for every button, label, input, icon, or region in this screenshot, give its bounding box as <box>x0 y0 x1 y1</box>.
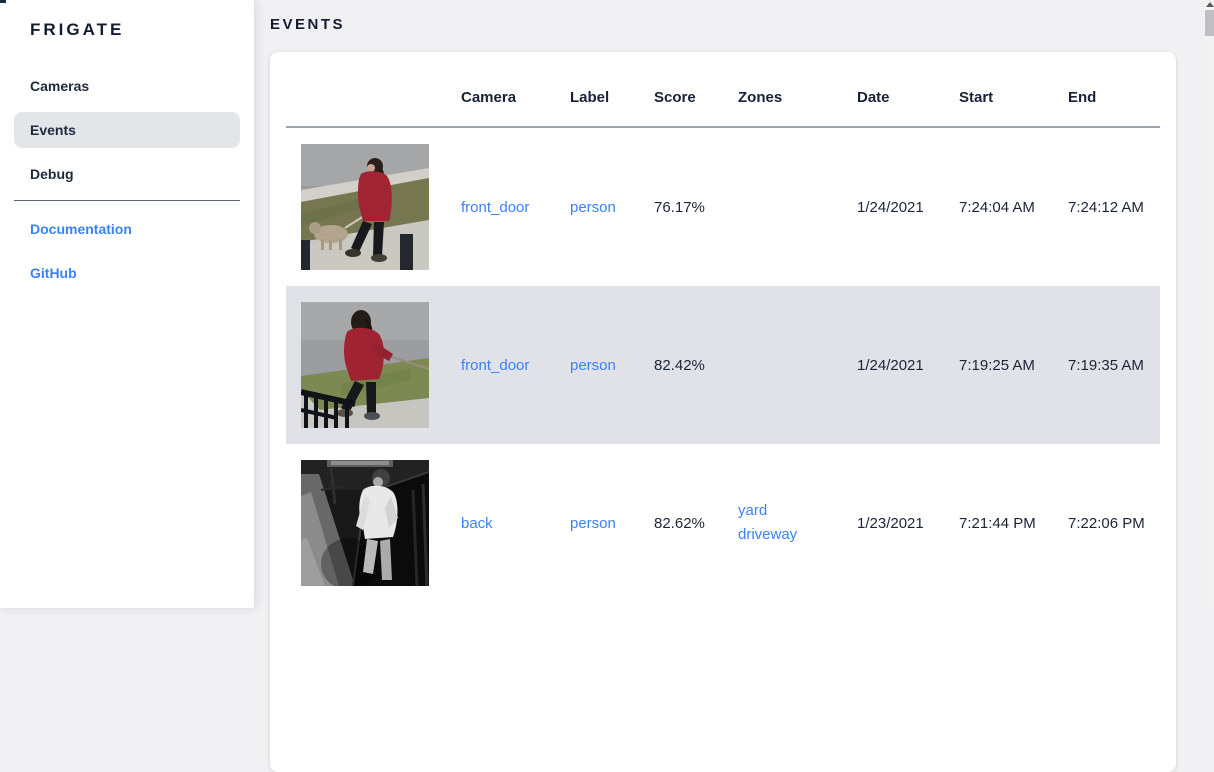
table-row[interactable]: back person 82.62% yard driveway 1/23/20… <box>286 444 1160 602</box>
column-header-thumbnail <box>286 52 461 127</box>
scrollbar-thumb[interactable] <box>1205 10 1214 36</box>
column-header-score: Score <box>654 89 696 106</box>
end-value: 7:22:06 PM <box>1068 514 1145 532</box>
sidebar: FRIGATE Cameras Events Debug Documentati… <box>0 0 254 608</box>
column-header-start: Start <box>959 89 994 106</box>
event-thumbnail-night-person[interactable] <box>301 460 429 586</box>
score-value: 76.17% <box>654 198 705 216</box>
sidebar-item-debug[interactable]: Debug <box>30 166 74 182</box>
table-header-row: Camera Label Score Zones Date Start End <box>286 52 1160 127</box>
label-link[interactable]: person <box>570 514 616 532</box>
zones-cell <box>738 286 857 444</box>
start-value: 7:24:04 AM <box>959 198 1035 216</box>
thumbnail-cell <box>286 127 461 286</box>
sidebar-divider <box>14 200 240 201</box>
page-title: EVENTS <box>270 16 346 33</box>
column-header-zones: Zones <box>738 89 783 106</box>
label-link[interactable]: person <box>570 198 616 216</box>
end-value: 7:19:35 AM <box>1068 356 1144 374</box>
score-value: 82.62% <box>654 514 705 532</box>
main-content: EVENTS Camera Label Score Zones Date Sta… <box>254 0 1214 772</box>
start-value: 7:21:44 PM <box>959 514 1036 532</box>
sidebar-nav: Cameras Events Debug <box>14 68 240 192</box>
thumbnail-cell <box>286 444 461 602</box>
sidebar-link-github[interactable]: GitHub <box>30 265 77 281</box>
sidebar-link-documentation[interactable]: Documentation <box>30 221 132 237</box>
zone-link-driveway[interactable]: driveway <box>738 526 798 543</box>
label-link[interactable]: person <box>570 356 616 374</box>
camera-link[interactable]: back <box>461 514 493 532</box>
app-title: FRIGATE <box>30 20 125 39</box>
date-value: 1/24/2021 <box>857 356 924 374</box>
start-value: 7:19:25 AM <box>959 356 1035 374</box>
camera-link[interactable]: front_door <box>461 198 530 216</box>
events-table: Camera Label Score Zones Date Start End <box>286 52 1160 602</box>
column-header-label: Label <box>570 89 610 106</box>
end-value: 7:24:12 AM <box>1068 198 1144 216</box>
table-row[interactable]: front_door person 76.17% 1/24/2021 7:24:… <box>286 127 1160 286</box>
page-scrollbar[interactable] <box>1205 0 1214 608</box>
zone-link-yard[interactable]: yard <box>738 502 768 519</box>
events-card: Camera Label Score Zones Date Start End <box>270 52 1176 772</box>
zones-cell: yard driveway <box>738 444 857 602</box>
event-thumbnail-person-dog[interactable] <box>301 144 429 270</box>
sidebar-item-events[interactable]: Events <box>14 112 240 148</box>
score-value: 82.42% <box>654 356 705 374</box>
column-header-end: End <box>1068 89 1097 106</box>
screen-corner-artifact <box>0 0 6 3</box>
date-value: 1/23/2021 <box>857 514 924 532</box>
column-header-camera: Camera <box>461 89 517 106</box>
table-row-highlighted[interactable]: front_door person 82.42% 1/24/2021 7:19:… <box>286 286 1160 444</box>
scrollbar-up-arrow-icon[interactable] <box>1205 2 1214 7</box>
sidebar-item-cameras[interactable]: Cameras <box>30 78 90 94</box>
camera-link[interactable]: front_door <box>461 356 530 374</box>
event-thumbnail-person-red-hoodie[interactable] <box>301 302 429 428</box>
date-value: 1/24/2021 <box>857 198 924 216</box>
zones-cell <box>738 127 857 286</box>
thumbnail-cell <box>286 286 461 444</box>
column-header-date: Date <box>857 89 890 106</box>
